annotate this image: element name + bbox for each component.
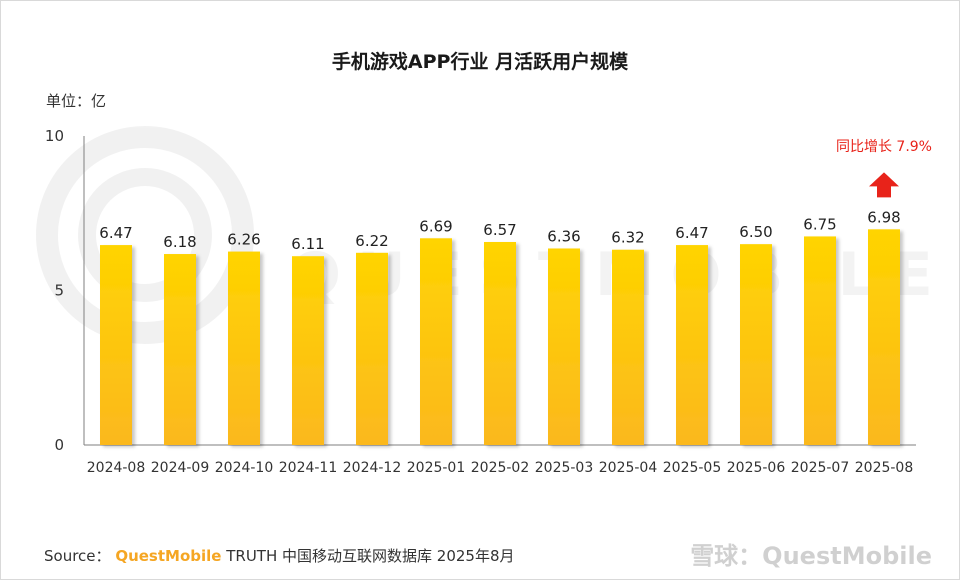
bar-2025-04 xyxy=(612,249,644,445)
bar-2025-07 xyxy=(804,236,836,445)
data-label: 6.47 xyxy=(675,224,708,242)
bar-2024-11 xyxy=(292,256,324,445)
data-label: 6.26 xyxy=(227,231,260,249)
x-tick-label: 2024-09 xyxy=(151,460,210,476)
bar-2025-01 xyxy=(420,238,452,445)
data-label: 6.47 xyxy=(99,224,132,242)
x-tick-label: 2025-06 xyxy=(727,460,786,476)
y-tick-label: 5 xyxy=(54,282,64,300)
source-line: Source： QuestMobile TRUTH 中国移动互联网数据库 202… xyxy=(44,545,515,566)
bar-2025-06 xyxy=(740,244,772,445)
x-tick-label: 2025-07 xyxy=(791,460,850,476)
unit-label: 单位：亿 xyxy=(46,92,107,110)
bar-2025-02 xyxy=(484,241,516,445)
chart-title: 手机游戏APP行业 月活跃用户规模 xyxy=(331,51,629,73)
data-label: 6.50 xyxy=(739,223,772,241)
y-tick-label: 10 xyxy=(45,127,64,145)
bar-2024-08 xyxy=(100,245,132,445)
data-label: 6.69 xyxy=(419,217,452,235)
data-label: 6.11 xyxy=(291,235,324,253)
xueqiu-watermark: 雪球：QuestMobile xyxy=(690,542,932,570)
data-label: 6.32 xyxy=(611,229,644,247)
data-label: 6.75 xyxy=(803,215,836,233)
data-label: 6.57 xyxy=(483,221,516,239)
data-label: 6.22 xyxy=(355,232,388,250)
y-tick-label: 0 xyxy=(54,436,64,454)
source-brand: QuestMobile xyxy=(115,547,222,565)
x-tick-label: 2025-01 xyxy=(407,460,466,476)
x-tick-label: 2025-05 xyxy=(663,460,722,476)
bar-2024-09 xyxy=(164,254,196,445)
bar-2025-05 xyxy=(676,245,708,445)
data-label: 6.18 xyxy=(163,233,196,251)
yoy-growth-annotation: 同比增长 7.9% xyxy=(836,136,932,156)
data-label: 6.98 xyxy=(867,208,900,226)
bar-2025-08 xyxy=(868,229,900,445)
x-tick-label: 2025-08 xyxy=(855,460,914,476)
data-label: 6.36 xyxy=(547,227,580,245)
questmobile-logo-watermark xyxy=(36,126,254,344)
x-tick-label: 2024-11 xyxy=(279,460,338,476)
growth-arrow-icon xyxy=(869,172,899,198)
yoy-growth-value: 7.9% xyxy=(896,139,932,155)
bar-2024-12 xyxy=(356,252,388,445)
yoy-growth-label: 同比增长 xyxy=(835,139,892,155)
source-label: Source： xyxy=(44,547,111,565)
source-rest: TRUTH 中国移动互联网数据库 2025年8月 xyxy=(226,547,515,565)
x-tick-label: 2024-12 xyxy=(343,460,402,476)
x-tick-label: 2024-10 xyxy=(215,460,274,476)
bar-2024-10 xyxy=(228,251,260,445)
x-tick-label: 2024-08 xyxy=(87,460,146,476)
x-tick-label: 2025-04 xyxy=(599,460,658,476)
bar-2025-03 xyxy=(548,248,580,445)
x-tick-label: 2025-02 xyxy=(471,460,530,476)
x-tick-label: 2025-03 xyxy=(535,460,594,476)
